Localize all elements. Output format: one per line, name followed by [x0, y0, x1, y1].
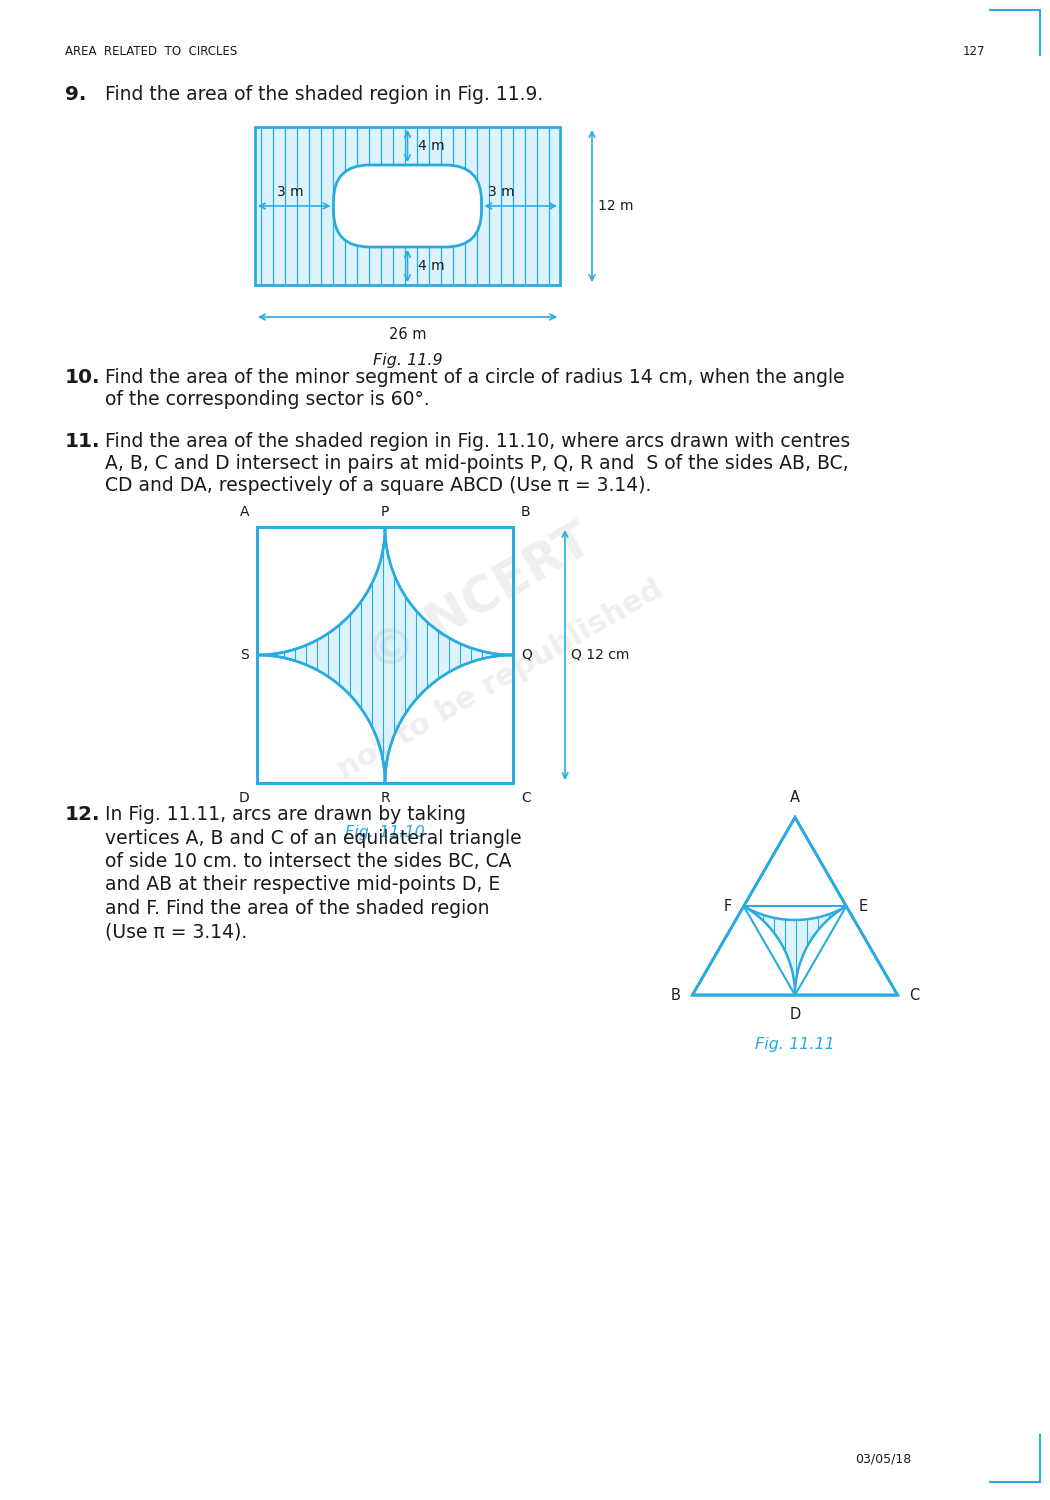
Text: A, B, C and D intersect in pairs at mid-points P, Q, R and  S of the sides AB, B: A, B, C and D intersect in pairs at mid-…: [105, 454, 848, 472]
Text: 127: 127: [963, 45, 985, 58]
Text: D: D: [790, 1007, 800, 1022]
Text: B: B: [521, 506, 530, 519]
Text: R: R: [380, 790, 390, 806]
Text: Fig. 11.10: Fig. 11.10: [345, 825, 425, 840]
Polygon shape: [693, 906, 795, 995]
Text: 12 m: 12 m: [598, 200, 633, 213]
Text: Fig. 11.9: Fig. 11.9: [373, 352, 442, 368]
Text: and AB at their respective mid-points D, E: and AB at their respective mid-points D,…: [105, 876, 500, 894]
Polygon shape: [795, 906, 898, 995]
Polygon shape: [743, 818, 846, 920]
Text: S: S: [240, 648, 249, 662]
Text: 9.: 9.: [65, 86, 86, 104]
Text: vertices A, B and C of an equilateral triangle: vertices A, B and C of an equilateral tr…: [105, 828, 522, 848]
Text: C: C: [521, 790, 530, 806]
Text: P: P: [381, 506, 390, 519]
Text: 12.: 12.: [65, 806, 101, 824]
Text: E: E: [858, 898, 867, 914]
Polygon shape: [693, 818, 898, 995]
Bar: [257, 526, 513, 783]
Text: Find the area of the minor segment of a circle of radius 14 cm, when the angle: Find the area of the minor segment of a …: [105, 368, 844, 387]
Text: A: A: [790, 790, 800, 806]
Text: of side 10 cm. to intersect the sides BC, CA: of side 10 cm. to intersect the sides BC…: [105, 852, 511, 871]
Bar: [255, 128, 560, 285]
Text: not to be republished: not to be republished: [332, 574, 668, 786]
Text: Fig. 11.11: Fig. 11.11: [755, 1036, 835, 1052]
Text: 3 m: 3 m: [277, 184, 303, 200]
Text: of the corresponding sector is 60°.: of the corresponding sector is 60°.: [105, 390, 429, 410]
Text: 4 m: 4 m: [418, 140, 444, 153]
Text: and F. Find the area of the shaded region: and F. Find the area of the shaded regio…: [105, 898, 489, 918]
Polygon shape: [257, 526, 513, 783]
Text: 11.: 11.: [65, 432, 101, 451]
Text: B: B: [671, 987, 680, 1002]
Text: Q 12 cm: Q 12 cm: [571, 648, 629, 662]
Text: (Use π = 3.14).: (Use π = 3.14).: [105, 922, 247, 942]
Text: Find the area of the shaded region in Fig. 11.10, where arcs drawn with centres: Find the area of the shaded region in Fi…: [105, 432, 851, 451]
FancyBboxPatch shape: [334, 165, 482, 248]
Text: Q: Q: [521, 648, 532, 662]
Text: 3 m: 3 m: [487, 184, 514, 200]
Text: A: A: [239, 506, 249, 519]
Text: AREA  RELATED  TO  CIRCLES: AREA RELATED TO CIRCLES: [65, 45, 237, 58]
Text: Find the area of the shaded region in Fig. 11.9.: Find the area of the shaded region in Fi…: [105, 86, 543, 104]
Text: © NCERT: © NCERT: [359, 516, 601, 684]
Text: C: C: [909, 987, 920, 1002]
Text: 03/05/18: 03/05/18: [855, 1452, 911, 1466]
Text: CD and DA, respectively of a square ABCD (Use π = 3.14).: CD and DA, respectively of a square ABCD…: [105, 476, 651, 495]
Bar: [255, 128, 560, 285]
Text: D: D: [238, 790, 249, 806]
Text: F: F: [723, 898, 732, 914]
Text: 26 m: 26 m: [388, 327, 426, 342]
Text: 4 m: 4 m: [418, 260, 444, 273]
Bar: [257, 526, 513, 783]
Text: 10.: 10.: [65, 368, 101, 387]
Text: In Fig. 11.11, arcs are drawn by taking: In Fig. 11.11, arcs are drawn by taking: [105, 806, 466, 824]
